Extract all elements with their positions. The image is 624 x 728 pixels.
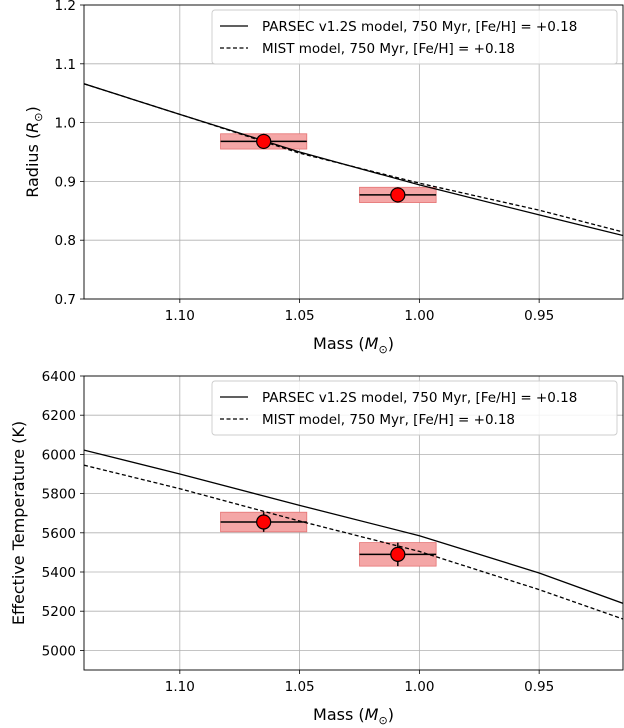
measurement-marker [390, 546, 406, 562]
y-tick-label: 1.2 [55, 0, 76, 14]
x-tick-label: 1.05 [285, 308, 315, 324]
y-tick-label: 5600 [42, 526, 76, 542]
x-axis-label-end: ) [388, 705, 394, 724]
legend-box [211, 9, 618, 65]
legend-entry: PARSEC v1.2S model, 750 Myr, [Fe/H] = +0… [262, 19, 577, 35]
y-tick-label: 5000 [42, 643, 76, 659]
temperature-panel: 1.10 1.05 1.00 0.95 5000 5200 5400 5600 5800 6000… [9, 369, 624, 727]
x-tick-label: 1.00 [404, 679, 434, 695]
plot-area [84, 83, 623, 237]
measurement-marker [256, 133, 272, 150]
parsec-model-line [84, 449, 623, 604]
y-tick-label: 0.8 [55, 233, 76, 249]
y-axis-label-text: Radius ( [23, 133, 42, 198]
y-tick-label: 0.9 [55, 174, 76, 190]
y-axis-label: Effective Temperature (K) [9, 421, 28, 625]
legend: PARSEC v1.2S model, 750 Myr, [Fe/H] = +0… [211, 380, 618, 436]
legend-entry: PARSEC v1.2S model, 750 Myr, [Fe/H] = +0… [262, 390, 577, 406]
x-axis-label-text: Mass ( [313, 334, 365, 353]
x-tick-label: 1.10 [165, 308, 195, 324]
y-tick-label: 1.1 [55, 57, 76, 73]
x-tick-label: 0.95 [524, 308, 554, 324]
y-tick-label: 1.0 [55, 116, 76, 132]
x-axis-label-symbol: M [365, 334, 379, 353]
x-tick-label: 0.95 [524, 679, 554, 695]
x-tick-label: 1.10 [165, 679, 195, 695]
legend-entry: MIST model, 750 Myr, [Fe/H] = +0.18 [262, 412, 515, 428]
y-axis-label-end: ) [23, 106, 42, 112]
x-axis-label-subscript: ⊙ [378, 714, 387, 727]
parsec-model-line [84, 83, 623, 237]
axes-frame [83, 4, 624, 300]
mist-model-line [84, 83, 623, 233]
legend-box [211, 380, 618, 436]
y-tick-label: 5800 [42, 487, 76, 503]
x-axis-label-end: ) [388, 334, 394, 353]
x-tick-label: 1.00 [404, 308, 434, 324]
y-tick-label: 5400 [42, 565, 76, 581]
y-tick-label: 6000 [42, 447, 76, 463]
y-tick-label: 6400 [42, 369, 76, 385]
x-tick-label: 1.05 [285, 679, 315, 695]
mist-model-line [84, 464, 623, 620]
axes-frame [83, 375, 624, 671]
y-axis-label-symbol: R [23, 122, 42, 133]
radius-panel: 1.10 1.05 1.00 0.95 0.7 0.8 0.9 1.0 1.1 1.2 PARSEC… [23, 0, 624, 356]
y-axis-label: Radius (R⊙) [23, 106, 45, 198]
measurement-marker [256, 514, 272, 530]
y-tick-label: 6200 [42, 408, 76, 424]
x-axis-label: Mass (M⊙) [313, 705, 394, 727]
plot-area [84, 449, 623, 620]
x-axis-label-subscript: ⊙ [378, 343, 387, 356]
x-axis-label-text: Mass ( [313, 705, 365, 724]
y-axis-label-subscript: ⊙ [32, 112, 45, 121]
measurement-marker [390, 187, 406, 203]
y-tick-label: 5200 [42, 604, 76, 620]
x-axis-label-symbol: M [365, 705, 379, 724]
legend-entry: MIST model, 750 Myr, [Fe/H] = +0.18 [262, 41, 515, 57]
x-axis-label: Mass (M⊙) [313, 334, 394, 356]
y-tick-label: 0.7 [55, 292, 76, 308]
legend: PARSEC v1.2S model, 750 Myr, [Fe/H] = +0… [211, 9, 618, 65]
